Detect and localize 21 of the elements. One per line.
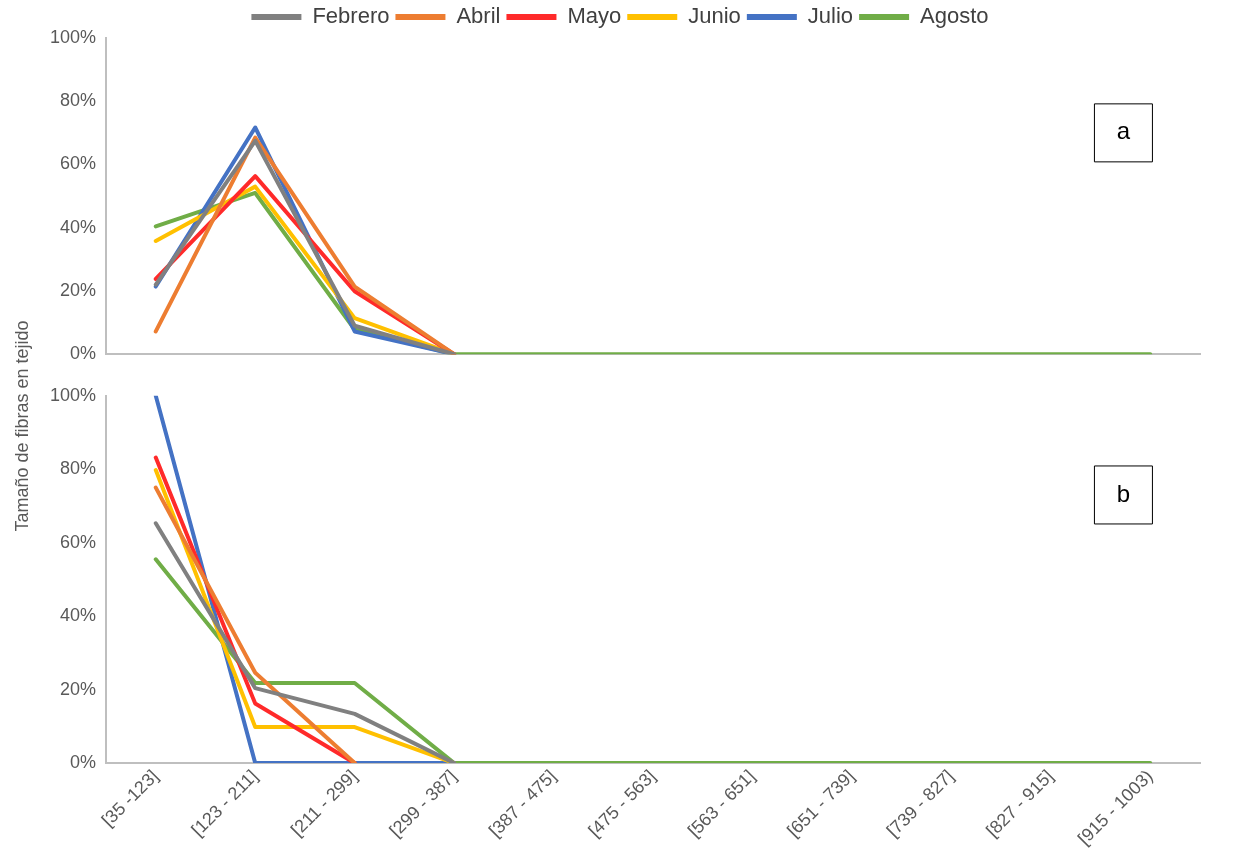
y-tick-label: 100% — [49, 26, 97, 47]
legend-label: Febrero — [312, 3, 390, 29]
y-tick-label: 20% — [60, 678, 97, 699]
y-tick-label: 40% — [60, 216, 97, 237]
y-tick-label: 80% — [60, 458, 97, 479]
y-tick-label: 0% — [70, 752, 97, 773]
y-tick-label: 20% — [60, 279, 97, 300]
annotation: a — [1116, 117, 1131, 145]
y-tick-label: 40% — [60, 605, 97, 626]
y-tick-label: 0% — [70, 343, 97, 364]
annotation: b — [1116, 479, 1131, 507]
y-axis-title: Tamaño de fibras en tejido — [11, 320, 33, 532]
y-tick-label: 100% — [49, 384, 97, 405]
y-tick-label: 80% — [60, 90, 97, 111]
y-tick-label: 60% — [60, 531, 97, 552]
legend-label: Junio — [688, 3, 741, 29]
legend-label: Julio — [807, 3, 854, 29]
legend-label: Mayo — [567, 3, 622, 29]
legend-label: Abril — [456, 3, 501, 29]
y-tick-label: 60% — [60, 153, 97, 174]
legend-label: Agosto — [920, 3, 989, 29]
